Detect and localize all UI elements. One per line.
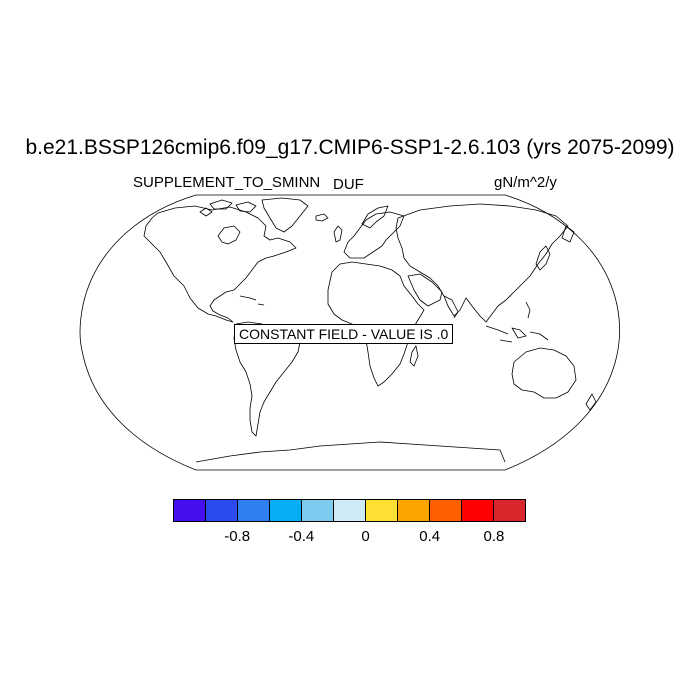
colorbar-tick-label: 0.4 [419,528,441,545]
colorbar-box-2 [238,500,270,521]
coast-new-zealand [585,393,597,411]
colorbar-box-7 [398,500,430,521]
colorbar-box-4 [302,500,334,521]
coast-australia [511,347,577,399]
coast-uk [333,225,343,243]
colorbar-box-6 [366,500,398,521]
coast-madagascar [409,345,419,367]
coast-north-america [143,205,297,323]
coast-arabia [407,273,443,307]
coast-iceland [315,213,329,222]
colorbar-tick-label: 0.8 [483,528,505,545]
coast-philippines [525,301,531,319]
colorbar [173,499,526,522]
coast-africa [327,261,425,387]
variable-name-suffix: DUF [333,176,364,193]
coast-hudson-bay [217,225,241,245]
coast-asia [395,203,569,323]
colorbar-box-1 [206,500,238,521]
colorbar-tick-label: -0.8 [224,528,251,545]
colorbar-tick-label: 0 [361,528,370,545]
variable-name: SUPPLEMENT_TO_SMINN [133,174,321,191]
colorbar-tick-label: -0.4 [288,528,315,545]
colorbar-box-8 [430,500,462,521]
coast-antarctica [195,441,506,463]
coast-japan [535,245,551,271]
constant-field-label: CONSTANT FIELD - VALUE IS .0 [234,324,454,344]
coast-kamchatka [561,225,575,243]
coast-indonesia [485,325,549,343]
colorbar-box-0 [174,500,206,521]
coast-caribbean [239,295,265,306]
colorbar-box-5 [334,500,366,521]
colorbar-box-10 [494,500,525,521]
coast-india [443,295,459,319]
coast-greenland [261,197,309,233]
units-label: gN/m^2/y [494,174,557,191]
colorbar-labels: -0.8 -0.4 0 0.4 0.8 [173,528,526,548]
colorbar-box-9 [462,500,494,521]
coast-arctic-islands [199,199,257,217]
coast-scandinavia [361,205,389,229]
plot-title: b.e21.BSSP126cmip6.f09_g17.CMIP6-SSP1-2.… [25,136,675,159]
colorbar-box-3 [270,500,302,521]
